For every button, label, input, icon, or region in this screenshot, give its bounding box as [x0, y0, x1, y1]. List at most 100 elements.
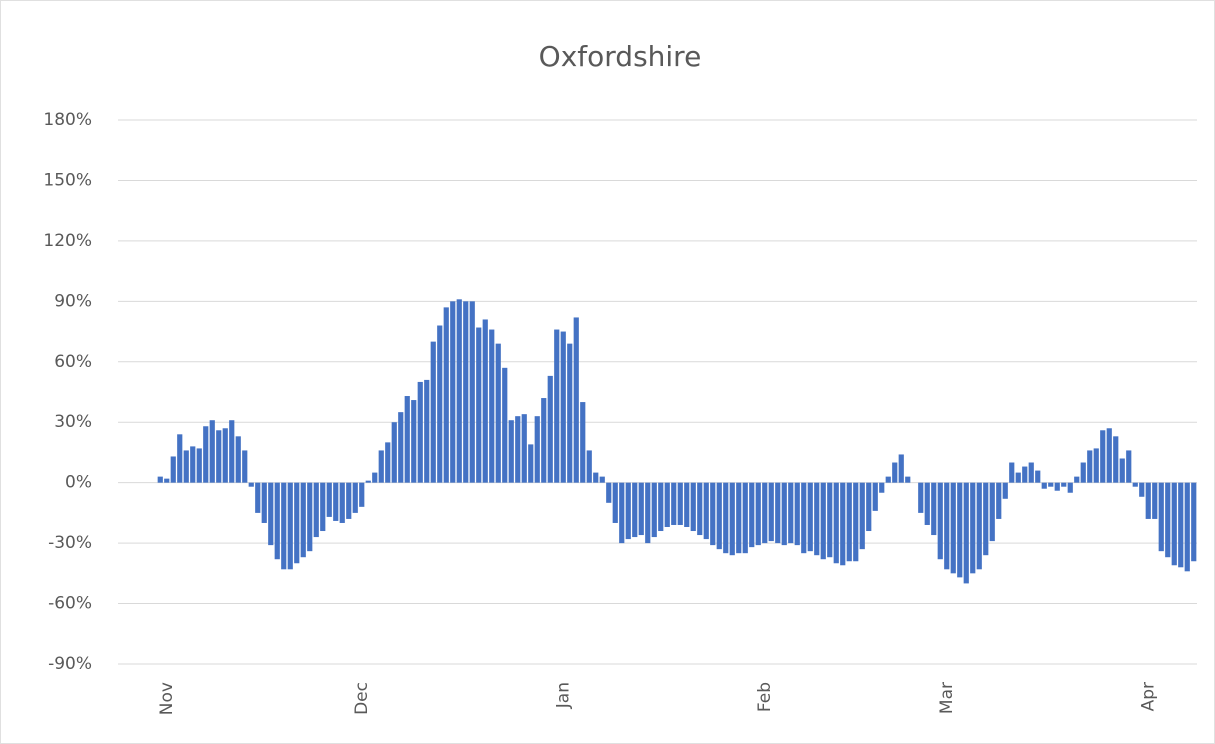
- bar: [697, 482, 703, 536]
- bar: [261, 482, 267, 523]
- bar: [989, 482, 995, 542]
- bar: [775, 482, 781, 544]
- bar: [983, 482, 989, 556]
- bar: [339, 482, 345, 523]
- bar: [281, 482, 287, 570]
- bar: [255, 482, 261, 513]
- bar: [1067, 482, 1073, 493]
- bar: [742, 482, 748, 554]
- bar: [1178, 482, 1184, 568]
- bar: [612, 482, 618, 523]
- bar: [1093, 448, 1099, 483]
- bar: [404, 396, 410, 483]
- bar: [768, 482, 774, 542]
- bar: [1152, 482, 1158, 519]
- bar: [567, 343, 573, 483]
- bar: [1165, 482, 1171, 558]
- bar: [632, 482, 638, 538]
- y-tick-label: 90%: [54, 291, 92, 311]
- bar: [1184, 482, 1190, 572]
- bar: [346, 482, 352, 519]
- bar: [203, 426, 209, 483]
- bar: [833, 482, 839, 564]
- bar: [963, 482, 969, 584]
- bar: [170, 456, 176, 483]
- bar: [313, 482, 319, 538]
- y-tick-label: 150%: [43, 170, 92, 190]
- bar: [229, 420, 235, 483]
- bar: [430, 341, 436, 483]
- bar: [417, 381, 423, 483]
- bar: [846, 482, 852, 562]
- bar: [970, 482, 976, 574]
- bar: [1035, 470, 1041, 483]
- bar: [222, 428, 228, 483]
- bar: [944, 482, 950, 570]
- bar: [502, 367, 508, 483]
- bar: [924, 482, 930, 525]
- bar: [1100, 430, 1106, 483]
- bar: [508, 420, 514, 483]
- bar: [274, 482, 280, 560]
- bar: [898, 454, 904, 483]
- bar: [352, 482, 358, 513]
- bar: [690, 482, 696, 532]
- x-tick-label: Apr: [1138, 682, 1158, 711]
- bar: [515, 416, 521, 483]
- bar: [1074, 476, 1080, 483]
- bar: [242, 450, 248, 483]
- bar: [456, 299, 462, 483]
- bar: [287, 482, 293, 570]
- bar: [723, 482, 729, 554]
- bar: [599, 476, 605, 483]
- bar: [859, 482, 865, 550]
- bar: [1048, 482, 1054, 487]
- bar: [1009, 462, 1015, 483]
- bar: [918, 482, 924, 513]
- bar: [801, 482, 807, 554]
- bar: [872, 482, 878, 511]
- bar: [1113, 436, 1119, 483]
- y-tick-label: 180%: [43, 110, 92, 130]
- bar: [586, 450, 592, 483]
- bar: [593, 472, 599, 483]
- bar: [638, 482, 644, 536]
- x-tick-label: Jan: [553, 682, 573, 709]
- y-tick-label: 60%: [54, 352, 92, 372]
- bar: [385, 442, 391, 483]
- bar: [840, 482, 846, 566]
- bar: [729, 482, 735, 556]
- x-tick-label: Mar: [937, 682, 957, 714]
- bar: [814, 482, 820, 556]
- bar: [1028, 462, 1034, 483]
- y-tick-label: 0%: [65, 473, 92, 493]
- bar: [1015, 472, 1021, 483]
- bar: [1126, 450, 1132, 483]
- bar: [879, 482, 885, 493]
- bar: [359, 482, 365, 507]
- bar: [326, 482, 332, 517]
- bar: [521, 414, 527, 483]
- bar: [320, 482, 326, 532]
- bar: [749, 482, 755, 548]
- bar: [976, 482, 982, 570]
- bar: [931, 482, 937, 536]
- bar: [710, 482, 716, 546]
- bar: [885, 476, 891, 483]
- bar: [1119, 458, 1125, 483]
- bar: [294, 482, 300, 564]
- bar: [755, 482, 761, 546]
- bar: [534, 416, 540, 483]
- bar: [1041, 482, 1047, 489]
- bar: [1080, 462, 1086, 483]
- bar: [424, 379, 430, 483]
- bar: [547, 375, 553, 483]
- bar: [495, 343, 501, 483]
- bar: [996, 482, 1002, 519]
- bar: [651, 482, 657, 538]
- y-tick-label: -30%: [48, 533, 92, 553]
- bar: [781, 482, 787, 546]
- bar: [950, 482, 956, 574]
